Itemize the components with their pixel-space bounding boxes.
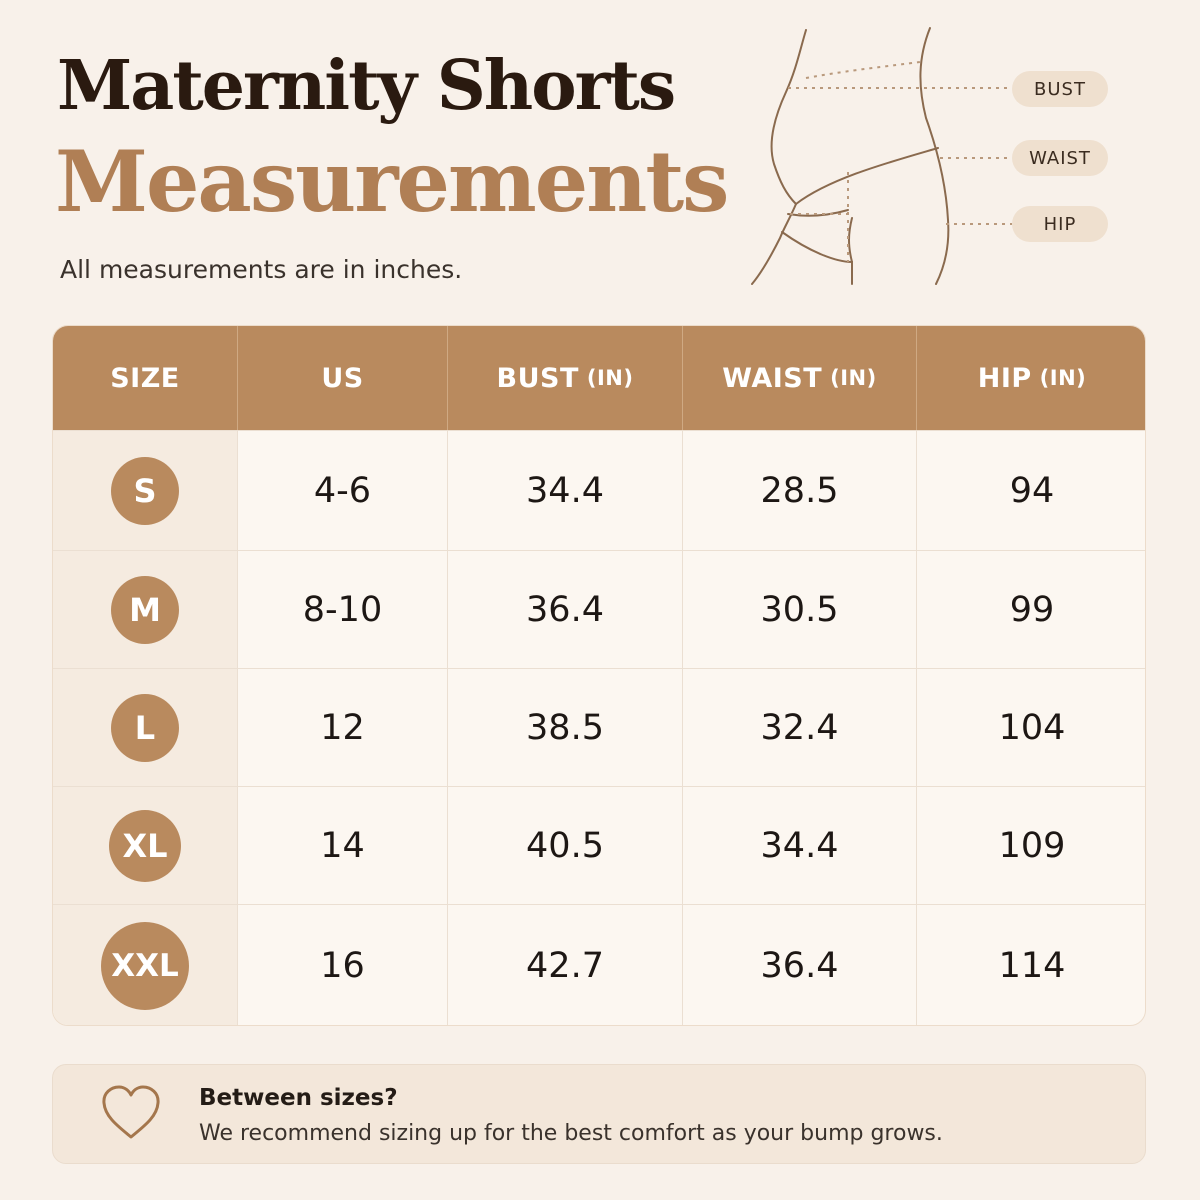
hip-cell: 114 bbox=[998, 946, 1066, 986]
us-size-cell: 4-6 bbox=[238, 431, 448, 550]
us-size-cell: 12 bbox=[238, 669, 448, 786]
tip-title: Between sizes? bbox=[199, 1085, 398, 1111]
hip-cell: 104 bbox=[998, 707, 1066, 748]
column-header-size: SIZE bbox=[53, 326, 238, 430]
bust-cell: 40.5 bbox=[448, 787, 683, 904]
waist-label: WAIST bbox=[1012, 140, 1108, 176]
table-header: SIZE US BUST (IN) WAIST (IN) HIP (IN) bbox=[53, 326, 1145, 430]
bust-label: BUST bbox=[1012, 71, 1108, 107]
us-size-cell: 16 bbox=[238, 905, 448, 1025]
hip-cell: 94 bbox=[1009, 470, 1055, 511]
size-badge: XL bbox=[109, 809, 181, 882]
bust-cell: 34.4 bbox=[448, 431, 683, 550]
column-header-bust: BUST (IN) bbox=[448, 326, 683, 430]
table-row: XXL 16 42.7 36.4 114 bbox=[53, 904, 1145, 1025]
size-badge: M bbox=[111, 575, 179, 644]
tip-text: We recommend sizing up for the best comf… bbox=[199, 1121, 943, 1146]
size-chart-table: SIZE US BUST (IN) WAIST (IN) HIP (IN) S 4-6… bbox=[52, 325, 1146, 1026]
waist-cell: 36.4 bbox=[683, 905, 917, 1025]
bust-cell: 42.7 bbox=[448, 905, 683, 1025]
table-row: M 8-10 36.4 30.5 99 bbox=[53, 550, 1145, 668]
us-size-cell: 14 bbox=[238, 787, 448, 904]
maternity-body-outline-icon bbox=[751, 27, 1012, 285]
column-header-us: US bbox=[238, 326, 448, 430]
column-header-hip: HIP (IN) bbox=[977, 362, 1087, 394]
waist-cell: 34.4 bbox=[683, 787, 917, 904]
hip-label: HIP bbox=[1012, 206, 1108, 242]
heart-icon bbox=[102, 1085, 160, 1139]
column-header-waist: WAIST (IN) bbox=[683, 326, 917, 430]
size-badge: L bbox=[111, 693, 179, 762]
table-row: XL 14 40.5 34.4 109 bbox=[53, 786, 1145, 904]
hip-cell: 109 bbox=[998, 825, 1066, 866]
table-row: L 12 38.5 32.4 104 bbox=[53, 668, 1145, 786]
subtitle: All measurements are in inches. bbox=[60, 255, 463, 284]
title-line-2: Measurements bbox=[55, 132, 729, 231]
bust-cell: 36.4 bbox=[448, 551, 683, 668]
sizing-tip-box: Between sizes? We recommend sizing up fo… bbox=[52, 1064, 1146, 1164]
table-row: S 4-6 34.4 28.5 94 bbox=[53, 430, 1145, 550]
size-badge: S bbox=[111, 456, 179, 525]
waist-cell: 32.4 bbox=[683, 669, 917, 786]
waist-cell: 28.5 bbox=[683, 431, 917, 550]
size-badge: XXL bbox=[101, 922, 189, 1010]
waist-cell: 30.5 bbox=[683, 551, 917, 668]
us-size-cell: 8-10 bbox=[238, 551, 448, 668]
title-line-1: Maternity Shorts bbox=[57, 46, 676, 126]
bust-cell: 38.5 bbox=[448, 669, 683, 786]
hip-cell: 99 bbox=[1009, 589, 1055, 630]
